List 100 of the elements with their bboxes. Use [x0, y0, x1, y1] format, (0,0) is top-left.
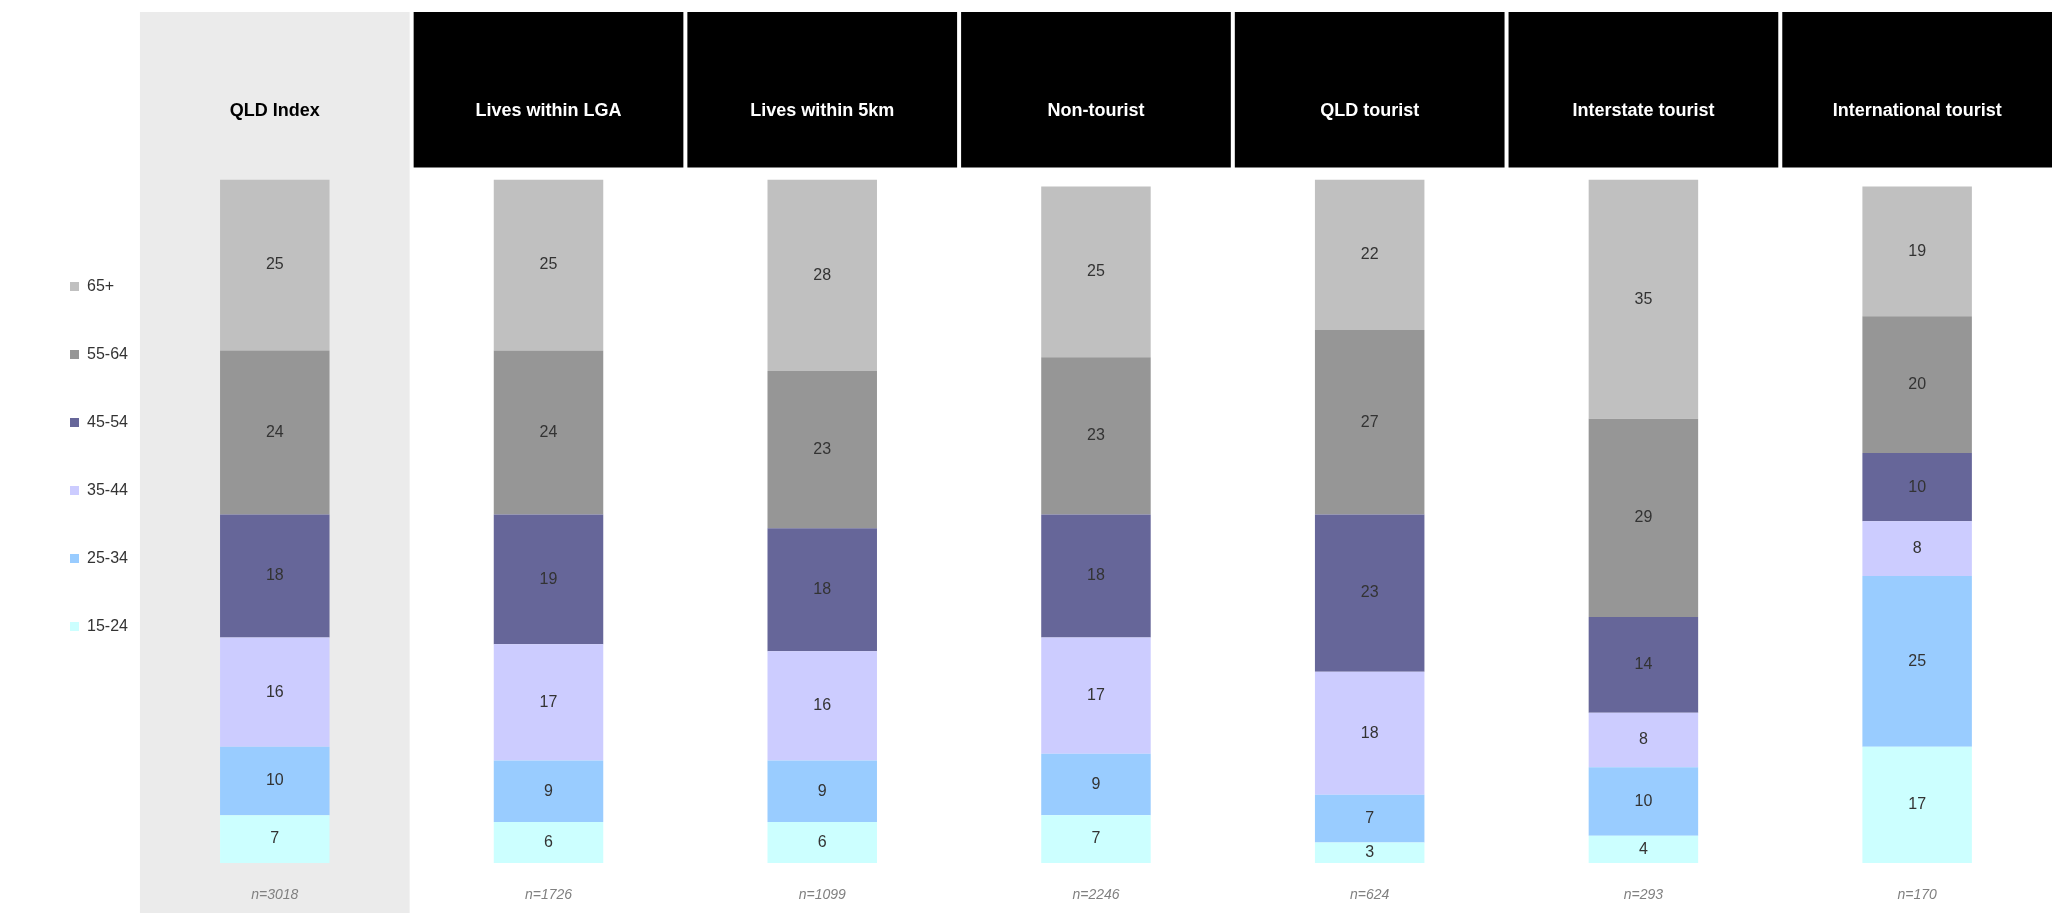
- bar: [1588, 767, 1699, 836]
- bar: [493, 644, 604, 761]
- data-label: 4: [1638, 839, 1648, 857]
- bar: [767, 651, 877, 761]
- bar: [1314, 794, 1425, 843]
- bar: [1041, 753, 1151, 816]
- bar: [1862, 521, 1972, 576]
- x-tick-label: Interstate tourist: [1572, 99, 1715, 120]
- data-label: 14: [1634, 655, 1653, 673]
- data-label: 6: [544, 832, 554, 850]
- bar: [493, 822, 604, 863]
- bar: [220, 815, 330, 863]
- bar: [1588, 616, 1699, 713]
- data-label: 17: [1908, 795, 1927, 813]
- data-label: 9: [817, 781, 827, 799]
- data-label: 27: [1360, 412, 1379, 430]
- data-label: 16: [265, 682, 284, 700]
- data-label: 25: [1087, 262, 1105, 280]
- bar: [1862, 746, 1972, 863]
- text: n=170: [1897, 885, 1938, 902]
- bar: [1314, 329, 1425, 515]
- x-tick-label: International tourist: [1832, 99, 2002, 120]
- data-label: 19: [1908, 241, 1927, 259]
- data-label: 24: [265, 422, 284, 440]
- legend-label: 15-24: [87, 616, 129, 634]
- bar: [1041, 815, 1151, 863]
- legend-label: 65+: [87, 276, 115, 294]
- bar: [1862, 452, 1972, 522]
- text: n=293: [1623, 885, 1664, 902]
- bar: [493, 760, 604, 822]
- bar: [493, 179, 604, 351]
- bar: [767, 822, 877, 863]
- bar: [220, 746, 330, 816]
- x-tick-label: QLD tourist: [1320, 99, 1420, 120]
- text: n=624: [1350, 885, 1390, 902]
- data-label: 7: [1091, 829, 1101, 847]
- bar: [1588, 179, 1699, 419]
- x-tick-label: Lives within 5km: [750, 99, 895, 120]
- bar: [1041, 357, 1151, 515]
- data-label: 22: [1360, 245, 1379, 263]
- bar: [220, 514, 330, 638]
- bar: [220, 350, 330, 515]
- data-label: 8: [1912, 539, 1922, 557]
- bar: [220, 179, 330, 351]
- x-tick-label: Lives within LGA: [475, 99, 622, 120]
- legend-label: 55-64: [87, 344, 129, 362]
- legend-label: 25-34: [87, 548, 129, 566]
- bar: [1862, 575, 1972, 747]
- bar: [493, 514, 604, 645]
- data-label: 18: [1087, 566, 1105, 584]
- data-label: 23: [1360, 583, 1379, 601]
- data-label: 24: [539, 422, 558, 440]
- bar: [767, 528, 877, 652]
- data-label: 25: [1908, 651, 1927, 669]
- data-label: 16: [813, 696, 832, 714]
- text: n=1099: [798, 885, 846, 902]
- data-label: 29: [1634, 508, 1653, 526]
- bar: [767, 760, 877, 822]
- bar: [1862, 186, 1972, 317]
- data-label: 10: [1634, 791, 1653, 809]
- bar: [1588, 418, 1699, 617]
- data-label: 10: [1908, 477, 1927, 495]
- text: n=3018: [251, 885, 299, 902]
- data-label: 23: [1087, 426, 1105, 444]
- data-label: 17: [1087, 685, 1105, 703]
- bar: [1588, 835, 1699, 863]
- bar: [1314, 179, 1425, 330]
- data-label: 23: [813, 439, 832, 457]
- data-label: 9: [544, 781, 554, 799]
- legend-label: 45-54: [87, 412, 129, 430]
- data-label: 18: [1360, 723, 1379, 741]
- bar: [1862, 316, 1972, 453]
- data-label: 8: [1638, 730, 1648, 748]
- text: n=1726: [524, 885, 573, 902]
- bar: [1041, 186, 1151, 358]
- data-label: 3: [1365, 843, 1375, 861]
- data-label: 10: [265, 771, 284, 789]
- bar: [1314, 671, 1425, 795]
- bar: [1041, 637, 1151, 754]
- bar: [220, 637, 330, 747]
- bar: [1041, 514, 1151, 638]
- data-label: 18: [265, 566, 284, 584]
- bar: [1314, 842, 1425, 863]
- data-label: 6: [817, 832, 827, 850]
- bar: [493, 350, 604, 515]
- data-label: 35: [1634, 289, 1653, 307]
- legend-label: 35-44: [87, 480, 129, 498]
- data-label: 18: [813, 580, 832, 598]
- data-label: 25: [539, 255, 558, 273]
- bar: [1314, 514, 1425, 672]
- x-tick-label: QLD Index: [229, 99, 320, 120]
- bar: [767, 370, 877, 529]
- data-label: 7: [270, 829, 280, 847]
- text: n=2246: [1072, 885, 1120, 902]
- bar: [1588, 712, 1699, 768]
- data-label: 17: [539, 692, 558, 710]
- x-tick-label: Non-tourist: [1047, 99, 1145, 120]
- data-label: 28: [813, 265, 832, 283]
- data-label: 9: [1091, 774, 1101, 792]
- data-label: 7: [1365, 808, 1375, 826]
